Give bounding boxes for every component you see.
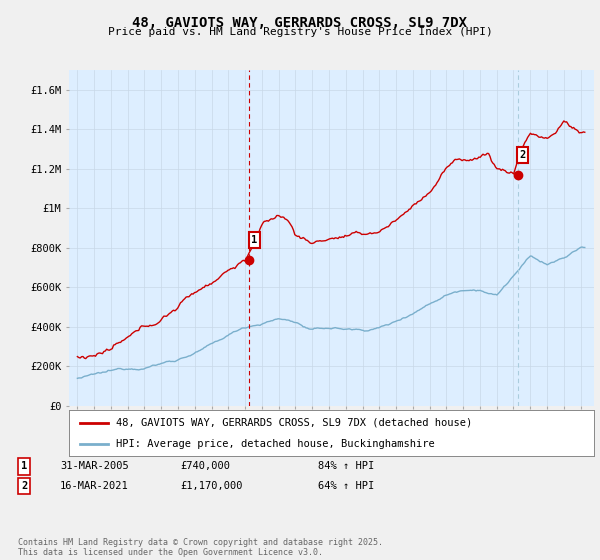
Text: £740,000: £740,000 — [180, 461, 230, 472]
Text: 48, GAVIOTS WAY, GERRARDS CROSS, SL9 7DX: 48, GAVIOTS WAY, GERRARDS CROSS, SL9 7DX — [133, 16, 467, 30]
Text: 31-MAR-2005: 31-MAR-2005 — [60, 461, 129, 472]
Text: 2: 2 — [520, 150, 526, 160]
Text: Price paid vs. HM Land Registry's House Price Index (HPI): Price paid vs. HM Land Registry's House … — [107, 27, 493, 37]
Text: 64% ↑ HPI: 64% ↑ HPI — [318, 481, 374, 491]
Text: £1,170,000: £1,170,000 — [180, 481, 242, 491]
Text: 1: 1 — [251, 235, 257, 245]
Text: Contains HM Land Registry data © Crown copyright and database right 2025.
This d: Contains HM Land Registry data © Crown c… — [18, 538, 383, 557]
Text: 2: 2 — [21, 481, 27, 491]
Text: HPI: Average price, detached house, Buckinghamshire: HPI: Average price, detached house, Buck… — [116, 439, 435, 449]
Text: 84% ↑ HPI: 84% ↑ HPI — [318, 461, 374, 472]
Text: 16-MAR-2021: 16-MAR-2021 — [60, 481, 129, 491]
Text: 48, GAVIOTS WAY, GERRARDS CROSS, SL9 7DX (detached house): 48, GAVIOTS WAY, GERRARDS CROSS, SL9 7DX… — [116, 418, 473, 428]
Text: 1: 1 — [21, 461, 27, 472]
